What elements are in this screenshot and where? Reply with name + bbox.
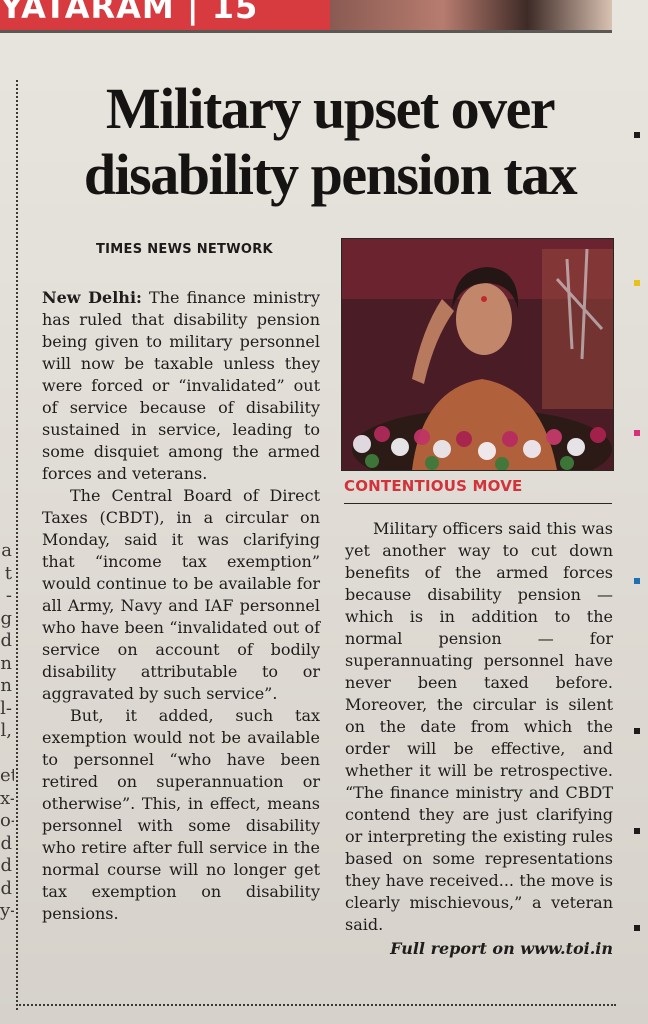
adjacent-fragment: y- bbox=[0, 900, 14, 921]
adjacent-fragment: g bbox=[0, 607, 12, 629]
headline: Military upset over disability pension t… bbox=[40, 76, 620, 208]
top-rule bbox=[0, 30, 612, 33]
dateline: New Delhi: bbox=[42, 288, 142, 307]
caption-rule bbox=[344, 503, 612, 504]
adjacent-fragment: d bbox=[0, 630, 12, 651]
adjacent-fragment: l- bbox=[0, 697, 12, 719]
full-report-link[interactable]: Full report on www.toi.in bbox=[390, 939, 613, 958]
registration-mark-black-2 bbox=[634, 728, 640, 734]
registration-mark-magenta bbox=[634, 430, 640, 436]
photo-caption: CONTENTIOUS MOVE bbox=[344, 477, 523, 495]
adjacent-fragment: et bbox=[0, 765, 14, 786]
dotted-bottom-divider bbox=[16, 1004, 616, 1006]
registration-marks bbox=[632, 0, 648, 1024]
paragraph-3: But, it added, such tax exemption would … bbox=[42, 706, 320, 923]
adjacent-fragment: d bbox=[0, 832, 12, 854]
adjacent-fragment: d bbox=[0, 855, 12, 876]
paragraph-2: The Central Board of Direct Taxes (CBDT)… bbox=[42, 486, 320, 703]
adjacent-fragment: l, bbox=[0, 720, 12, 741]
article-photo bbox=[341, 238, 614, 471]
byline: Times News Network bbox=[96, 242, 273, 257]
headline-line-2: disability pension tax bbox=[83, 142, 578, 207]
masthead-band: YATARAM | 15 bbox=[0, 0, 612, 30]
paragraph-1: New Delhi: The finance ministry has rule… bbox=[42, 287, 320, 485]
registration-mark-blue bbox=[634, 578, 640, 584]
registration-mark-black-3 bbox=[634, 828, 640, 834]
adjacent-fragment: x- bbox=[0, 787, 14, 809]
adjacent-fragment: d bbox=[0, 877, 12, 899]
adjacent-fragment: - bbox=[5, 585, 12, 606]
adjacent-fragment: a bbox=[1, 540, 12, 561]
registration-mark-black-4 bbox=[634, 925, 640, 931]
registration-mark-black bbox=[634, 132, 640, 138]
article-column-1: New Delhi: The finance ministry has rule… bbox=[42, 287, 320, 925]
masthead-fragment: YATARAM | 15 bbox=[0, 0, 259, 26]
masthead-photo-strip bbox=[330, 0, 612, 30]
headline-line-1: Military upset over bbox=[105, 76, 556, 141]
adjacent-fragment: n bbox=[0, 652, 12, 674]
photo-illustration bbox=[342, 239, 613, 470]
adjacent-fragment bbox=[0, 743, 14, 766]
adjacent-fragment: o- bbox=[0, 810, 14, 831]
registration-mark-yellow bbox=[634, 280, 640, 286]
paragraph-1-text: The finance ministry has ruled that disa… bbox=[42, 288, 320, 483]
adjacent-fragment: t bbox=[4, 562, 12, 584]
adjacent-fragment: n bbox=[0, 675, 12, 696]
article-column-2: Military officers said this was yet anot… bbox=[345, 518, 613, 960]
paragraph-4: Military officers said this was yet anot… bbox=[345, 519, 613, 934]
dotted-column-divider bbox=[16, 80, 18, 1010]
